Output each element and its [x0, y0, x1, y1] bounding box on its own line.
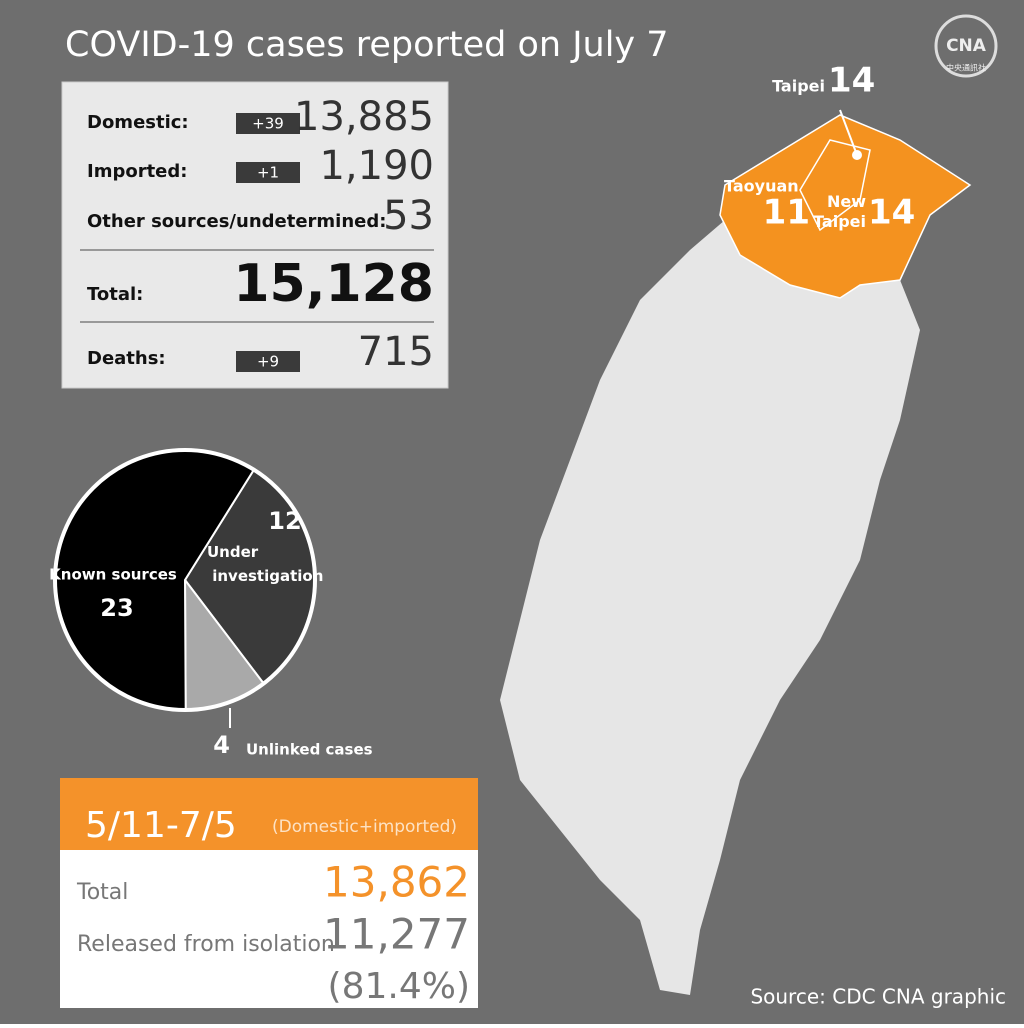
source: Source: CDC CNA graphic [750, 985, 1006, 1009]
slice-value: 4 [213, 731, 230, 759]
logo-ring [934, 14, 998, 78]
change-badge [236, 162, 300, 183]
map-taipei [799, 139, 871, 232]
slice-value: 12 [268, 507, 301, 535]
slice-value: 23 [100, 594, 133, 622]
slice-label: Under investigation [207, 543, 323, 585]
change-badge [236, 351, 300, 372]
region-value: 14 [868, 193, 915, 233]
period-note: (Domestic+imported) [272, 817, 457, 837]
stat-value: 13,885 [294, 94, 434, 140]
period-share: (81.4%) [328, 966, 470, 1007]
change-badge [236, 113, 300, 134]
period-value: 11,277 [323, 910, 470, 959]
logo-sub: 中央通訊社 [946, 63, 986, 73]
stat-change: +1 [257, 164, 279, 182]
region-name: Taoyuan [724, 177, 799, 196]
total-value: 15,128 [233, 254, 434, 314]
stat-label: Domestic: [87, 112, 189, 133]
logo: CNA [946, 36, 987, 56]
period-header [60, 778, 478, 850]
period-label: Total [76, 880, 128, 905]
stat-change: +39 [252, 115, 284, 133]
title: COVID-19 cases reported on July 7 [65, 25, 669, 65]
period-label: Released from isolation [77, 932, 335, 957]
region-value: 14 [828, 61, 875, 101]
map-north [719, 114, 972, 299]
slice-label: Known sources [49, 566, 177, 584]
slice-label: Unlinked cases [246, 741, 373, 759]
stat-label: Total: [87, 284, 143, 305]
region-name: Taipei [772, 77, 825, 96]
stat-label: Deaths: [87, 348, 166, 369]
stat-value: 53 [383, 193, 434, 239]
map-island [500, 115, 970, 995]
stat-label: Other sources/undetermined: [87, 211, 386, 232]
stat-label: Imported: [87, 161, 187, 182]
pie-border [53, 448, 317, 712]
region-name: New Taipei [808, 192, 867, 231]
stat-change: +9 [257, 353, 279, 371]
period-range: 5/11-7/5 [85, 805, 237, 846]
stat-value: 1,190 [319, 143, 434, 189]
taipei-leader [839, 109, 858, 156]
region-value: 11 [763, 193, 810, 233]
period-value: 13,862 [323, 858, 470, 907]
stat-value: 715 [358, 329, 434, 375]
